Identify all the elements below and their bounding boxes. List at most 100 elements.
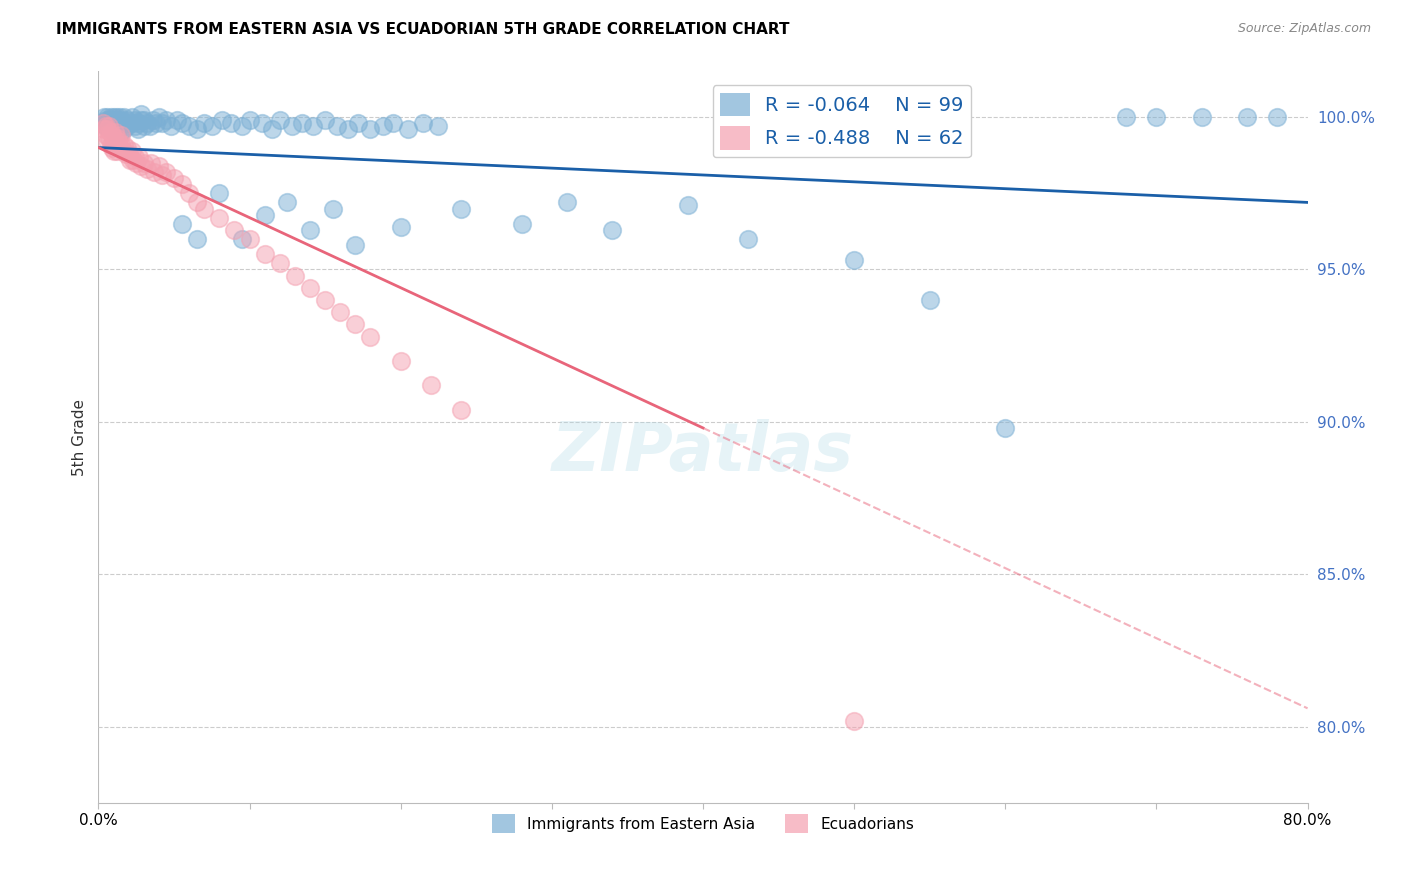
Point [110, 137, 132, 152]
Point [122, 153, 145, 167]
Point [115, 119, 138, 133]
Point [179, 186, 201, 201]
Point [326, 119, 349, 133]
Point [142, 113, 165, 128]
Point [105, 110, 128, 124]
Point [118, 146, 141, 161]
Point [844, 714, 866, 728]
Point [148, 110, 170, 124]
Point [98, 131, 121, 145]
Point [105, 122, 128, 136]
Point [132, 119, 155, 133]
Point [104, 125, 127, 139]
Point [121, 110, 143, 124]
Point [302, 119, 325, 133]
Point [262, 122, 284, 136]
Point [291, 116, 314, 130]
Point [132, 113, 155, 128]
Point [170, 116, 193, 130]
Point [179, 119, 201, 133]
Point [91, 116, 114, 130]
Point [412, 116, 434, 130]
Point [94, 119, 117, 133]
Point [389, 219, 412, 234]
Text: Source: ZipAtlas.com: Source: ZipAtlas.com [1237, 22, 1371, 36]
Point [201, 119, 224, 133]
Point [100, 122, 122, 136]
Point [737, 232, 759, 246]
Point [103, 119, 125, 133]
Point [112, 137, 135, 152]
Point [299, 223, 322, 237]
Point [344, 238, 367, 252]
Point [110, 128, 132, 143]
Point [208, 186, 231, 201]
Point [103, 110, 125, 124]
Point [155, 165, 177, 179]
Point [155, 113, 177, 128]
Point [104, 119, 127, 133]
Point [253, 247, 276, 261]
Point [101, 128, 124, 143]
Point [148, 159, 170, 173]
Point [124, 150, 146, 164]
Point [193, 116, 215, 130]
Point [105, 116, 128, 130]
Point [329, 305, 352, 319]
Point [115, 113, 138, 128]
Point [105, 131, 128, 145]
Point [510, 217, 533, 231]
Point [114, 146, 136, 161]
Point [276, 195, 298, 210]
Point [135, 116, 157, 130]
Point [96, 122, 118, 136]
Point [125, 155, 148, 169]
Point [186, 232, 208, 246]
Point [163, 171, 186, 186]
Point [427, 119, 450, 133]
Point [150, 116, 173, 130]
Point [96, 110, 118, 124]
Point [555, 195, 578, 210]
Point [396, 122, 419, 136]
Point [98, 113, 121, 128]
Point [360, 122, 382, 136]
Point [208, 211, 231, 225]
Point [128, 150, 150, 164]
Point [166, 113, 188, 128]
Point [101, 113, 124, 128]
Point [100, 125, 122, 139]
Point [239, 113, 262, 128]
Point [160, 119, 183, 133]
Point [284, 268, 307, 283]
Point [250, 116, 273, 130]
Point [336, 122, 359, 136]
Text: ZIPatlas: ZIPatlas [553, 418, 853, 484]
Point [193, 202, 215, 216]
Point [231, 119, 253, 133]
Point [844, 253, 866, 268]
Point [1115, 110, 1137, 124]
Point [347, 116, 370, 130]
Point [107, 135, 129, 149]
Point [281, 119, 304, 133]
Point [143, 165, 166, 179]
Point [124, 113, 146, 128]
Point [420, 378, 443, 392]
Point [314, 113, 336, 128]
Point [108, 140, 131, 154]
Point [141, 155, 163, 169]
Point [129, 113, 152, 128]
Point [100, 137, 122, 152]
Point [98, 119, 121, 133]
Point [112, 122, 135, 136]
Point [115, 140, 138, 154]
Point [120, 153, 142, 167]
Point [94, 119, 117, 133]
Point [93, 122, 115, 136]
Point [121, 144, 143, 158]
Point [94, 113, 117, 128]
Point [100, 110, 122, 124]
Point [127, 116, 149, 130]
Point [382, 116, 405, 130]
